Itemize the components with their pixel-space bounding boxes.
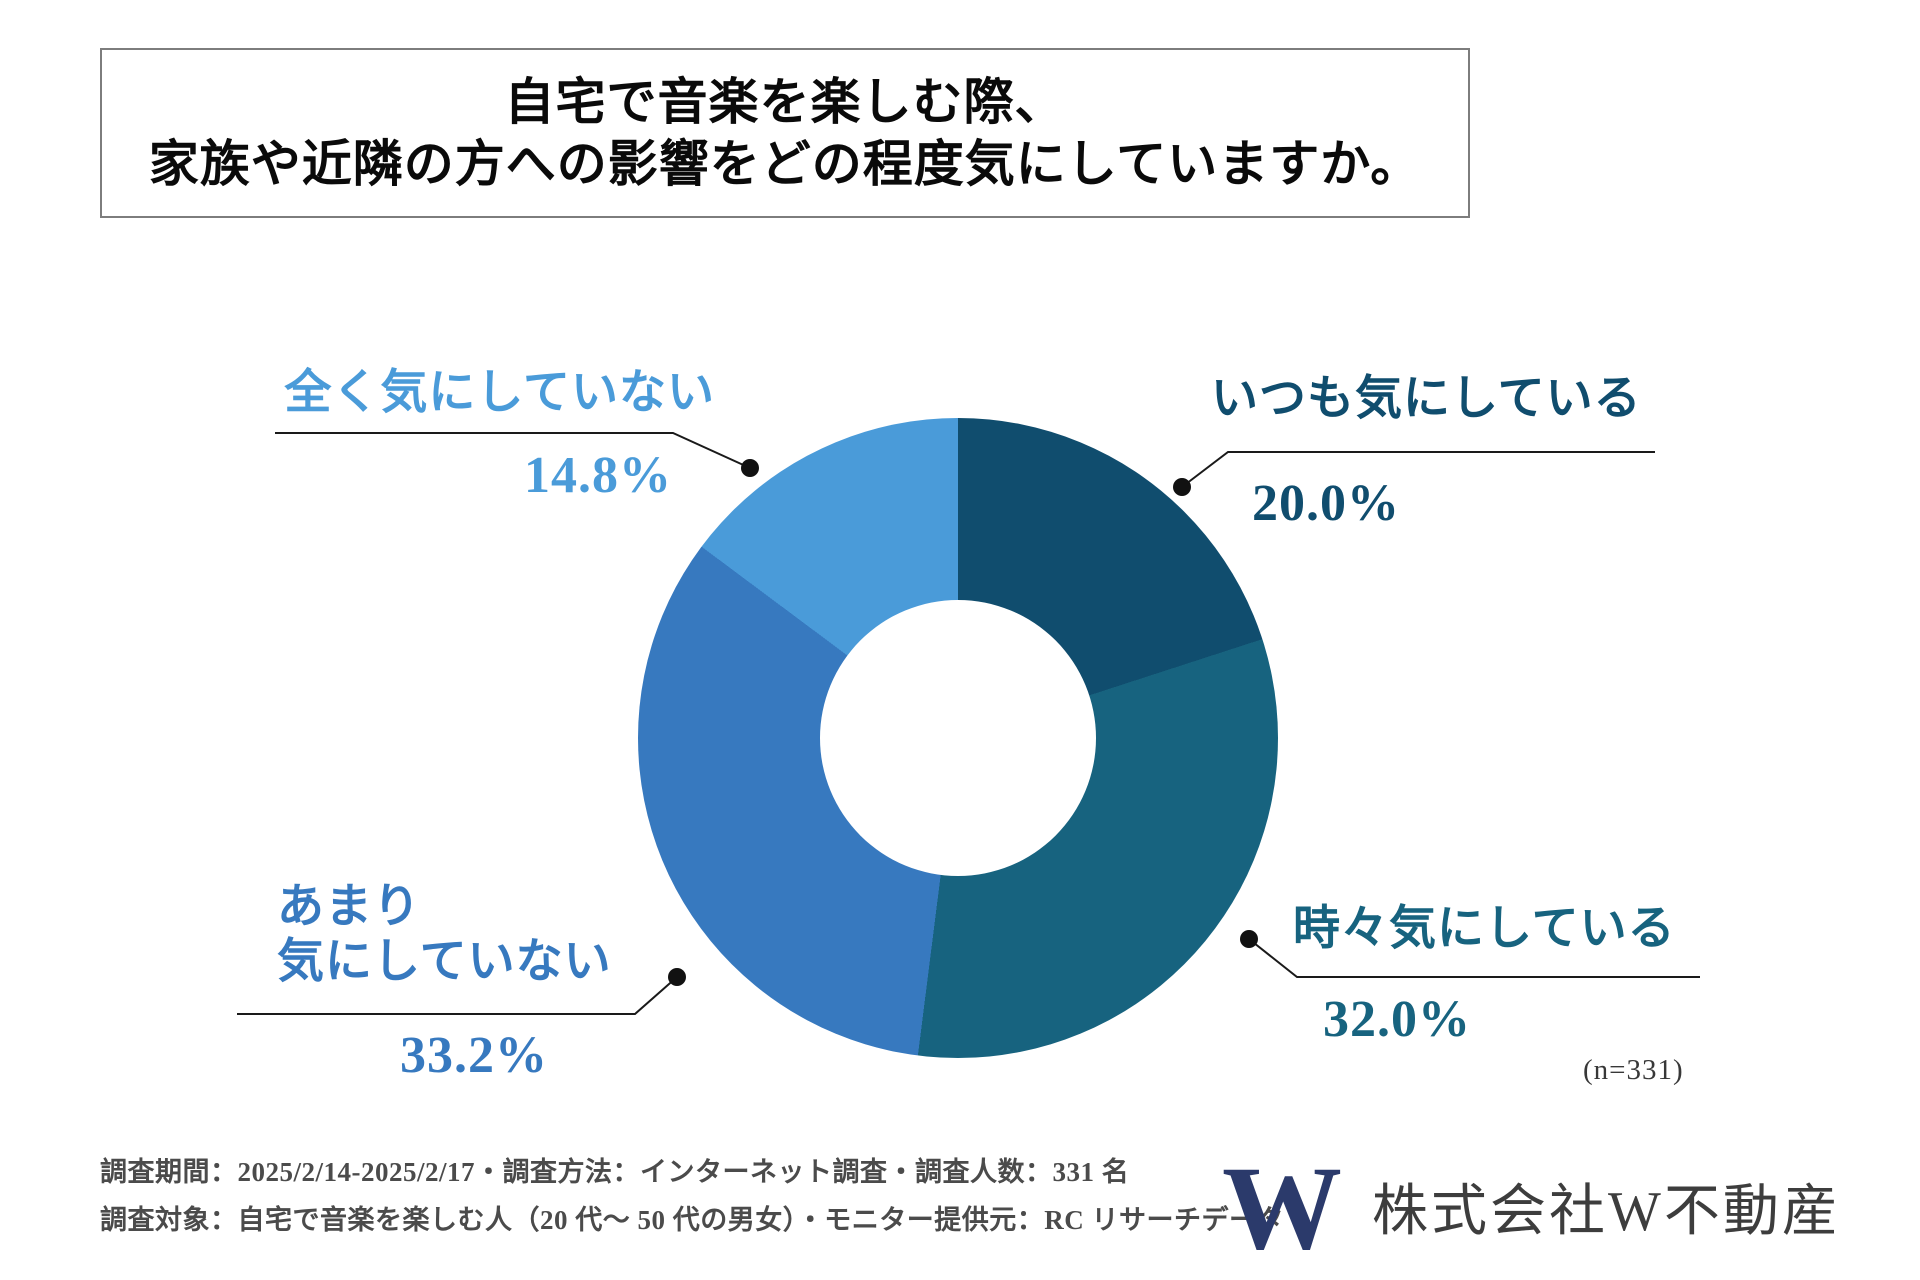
donut-hole [820, 600, 1096, 876]
company-logo-mark: W [1222, 1141, 1342, 1274]
value-rarely-minded: 33.2% [400, 1027, 548, 1084]
value-sometimes-minded: 32.0% [1323, 991, 1471, 1048]
leader-line-always-minded [1173, 451, 1655, 496]
label-rarely-minded: あまり 気にしていない [277, 880, 612, 991]
leader-dot [1240, 930, 1258, 948]
leader-dot [1173, 478, 1191, 496]
leader-line-never-minded [275, 432, 759, 477]
label-rarely-minded-line-2: 気にしていない [277, 936, 612, 989]
survey-note-line-1: 調査期間：2025/2/14-2025/2/17・調査方法：インターネット調査・… [100, 1157, 1130, 1187]
survey-note-line-2: 調査対象：自宅で音楽を楽しむ人（20 代～ 50 代の男女）・モニター提供元：R… [100, 1205, 1284, 1235]
leader-dot [668, 968, 686, 986]
page-title-line-1: 自宅で音楽を楽しむ際、 [504, 74, 1066, 130]
label-never-minded-text: 全く気にしていない [284, 367, 715, 419]
label-rarely-minded-line-1: あまり [277, 881, 421, 933]
title-box: 自宅で音楽を楽しむ際、 家族や近隣の方への影響をどの程度気にしていますか。 [100, 48, 1470, 218]
donut-chart [638, 418, 1278, 1058]
leader-dot [741, 459, 759, 477]
label-sometimes-minded: 時々気にしている [1293, 902, 1676, 957]
page-title-line-2: 家族や近隣の方への影響をどの程度気にしていますか。 [148, 136, 1422, 192]
sample-size-note: (n=331) [1583, 1054, 1684, 1086]
label-never-minded: 全く気にしていない [284, 366, 715, 421]
label-sometimes-minded-text: 時々気にしている [1293, 903, 1676, 955]
value-always-minded: 20.0% [1252, 475, 1400, 532]
label-always-minded-text: いつも気にしている [1211, 373, 1642, 425]
value-never-minded: 14.8% [524, 447, 672, 504]
company-name: 株式会社W不動産 [1372, 1181, 1841, 1243]
label-always-minded: いつも気にしている [1211, 372, 1642, 427]
